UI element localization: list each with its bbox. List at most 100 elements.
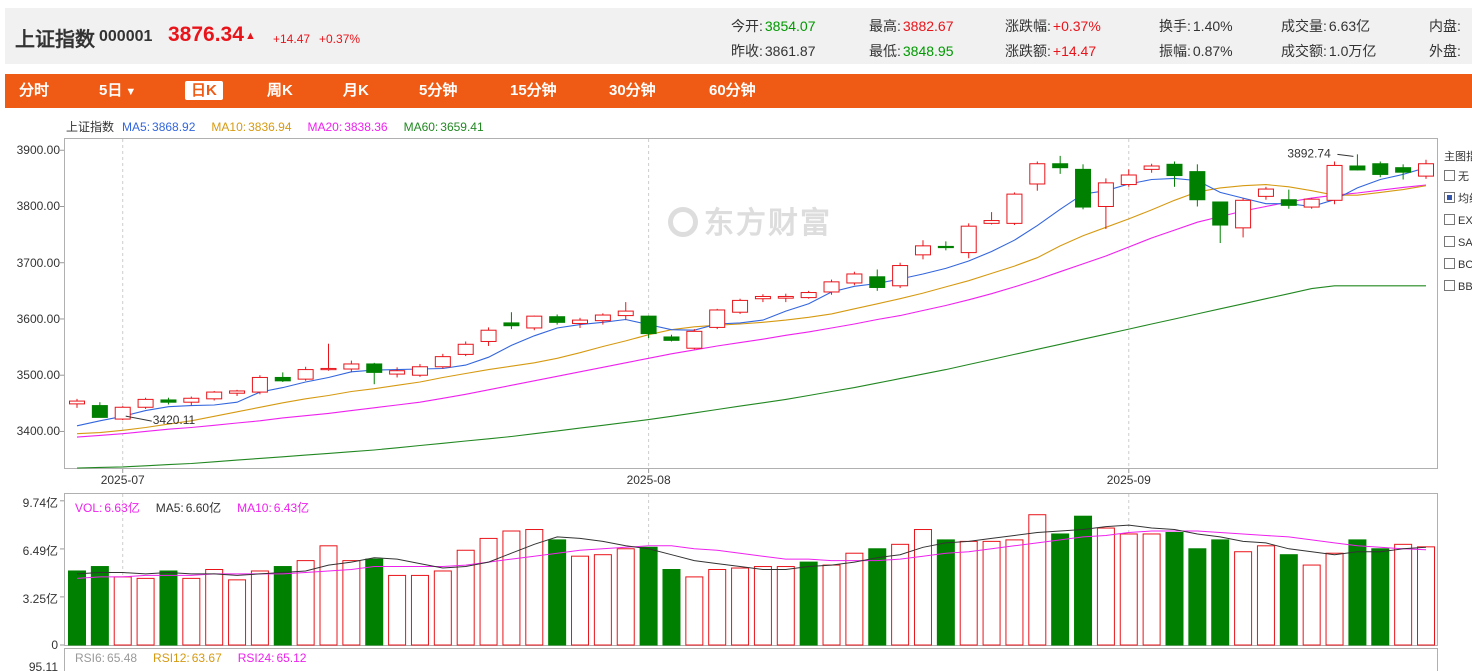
- volume-bar: [1234, 551, 1253, 646]
- candle-body: [1303, 198, 1320, 208]
- indicator-option-label: 均线: [1458, 193, 1472, 205]
- candle-body: [1257, 188, 1274, 197]
- extreme-value-label: 3892.74: [1287, 146, 1331, 160]
- candle-body: [114, 406, 131, 420]
- candle-body: [1395, 167, 1412, 173]
- y-tick-label: 3900.00: [16, 143, 60, 158]
- watermark: 东方财富: [668, 198, 832, 242]
- indicator-option[interactable]: SAR: [1444, 232, 1472, 254]
- candle-body: [1235, 199, 1252, 229]
- stat-value: +14.47: [1052, 43, 1097, 59]
- volume-bar: [1325, 552, 1344, 646]
- stat-item: 涨跌额: +14.47: [1005, 41, 1096, 61]
- indicator-option[interactable]: EXPMA: [1444, 210, 1472, 232]
- stat-value: 3861.87: [764, 43, 816, 59]
- caret-down-icon: ▼: [125, 86, 137, 98]
- checkbox-icon[interactable]: [1444, 236, 1455, 247]
- candle-body: [457, 343, 474, 355]
- tab-period[interactable]: 60分钟: [709, 74, 756, 108]
- volume-bar: [708, 569, 727, 646]
- stock-price: 3876.34: [168, 23, 244, 46]
- stat-label: 涨跌幅:: [1005, 18, 1051, 34]
- tab-label: 5分钟: [419, 82, 458, 99]
- volume-bar: [1256, 545, 1275, 646]
- tab-label: 分时: [19, 82, 50, 99]
- tab-period[interactable]: 5分钟: [419, 74, 457, 108]
- volume-bar: [456, 549, 475, 646]
- candle-body: [960, 225, 977, 254]
- volume-bar: [113, 576, 132, 646]
- indicator-side-menu: 主图指无均线 EXPMA SAR BOLL BBI: [1444, 148, 1472, 298]
- volume-bar: [1074, 515, 1093, 646]
- candle-body: [526, 315, 543, 329]
- logo-icon: [668, 207, 698, 237]
- tab-period[interactable]: 日K: [185, 74, 223, 108]
- legend-value: 6.63亿: [104, 501, 140, 515]
- tab-period[interactable]: 分时: [19, 74, 49, 108]
- tab-label: 30分钟: [609, 82, 656, 99]
- volume-bar: [936, 539, 955, 646]
- tab-label: 日K: [185, 81, 223, 100]
- indicator-option[interactable]: BBI: [1444, 276, 1472, 298]
- tab-label: 周K: [267, 82, 293, 99]
- legend-label: MA5:: [122, 120, 151, 134]
- volume-bar: [731, 567, 750, 646]
- checkbox-icon[interactable]: [1444, 170, 1455, 181]
- volume-bar: [136, 577, 155, 646]
- volume-bar: [479, 537, 498, 646]
- candle-body: [1326, 164, 1343, 201]
- stat-value: 6.63亿: [1328, 18, 1371, 34]
- volume-bar: [868, 548, 887, 646]
- legend-entry: RSI6: 65.48: [75, 651, 145, 665]
- stat-value: 3854.07: [764, 18, 816, 34]
- candle-body: [1120, 174, 1137, 186]
- stat-value: 0.87%: [1192, 43, 1233, 59]
- indicator-option[interactable]: 无: [1444, 166, 1472, 188]
- volume-bar: [776, 566, 795, 646]
- candle-body: [411, 366, 428, 376]
- volume-bar: [502, 530, 521, 646]
- volume-bar: [1279, 554, 1298, 646]
- candle-body: [229, 390, 246, 394]
- checkbox-icon[interactable]: [1444, 214, 1455, 225]
- volume-bar: [1005, 539, 1024, 646]
- volume-bar: [1142, 533, 1161, 646]
- candle-body: [914, 245, 931, 256]
- candle-body: [480, 329, 497, 342]
- tab-period[interactable]: 15分钟: [510, 74, 557, 108]
- legend-entry: RSI24: 65.12: [238, 651, 315, 665]
- annotation-arrow: [125, 415, 152, 422]
- legend-value: 6.43亿: [273, 501, 310, 515]
- indicator-option-label: BOLL: [1458, 259, 1472, 271]
- volume-bar: [1211, 539, 1230, 646]
- candle-body: [754, 295, 771, 300]
- volume-bar: [959, 540, 978, 646]
- volume-bar: [68, 570, 86, 646]
- checkbox-icon[interactable]: [1444, 258, 1455, 269]
- stock-name: 上证指数: [15, 29, 95, 51]
- legend-value: 3836.94: [248, 120, 292, 134]
- checkbox-icon[interactable]: [1444, 280, 1455, 291]
- tab-period[interactable]: 30分钟: [609, 74, 656, 108]
- volume-bar: [250, 570, 269, 646]
- volume-bar: [1371, 548, 1390, 646]
- candle-body: [69, 400, 85, 405]
- tab-period[interactable]: 周K: [267, 74, 293, 108]
- indicator-option[interactable]: BOLL: [1444, 254, 1472, 276]
- legend-value: 3838.36: [344, 120, 388, 134]
- volume-bar: [205, 569, 224, 646]
- tab-period[interactable]: 5日 ▼: [99, 74, 136, 108]
- volume-bar: [273, 566, 292, 646]
- checkbox-icon[interactable]: [1444, 192, 1455, 203]
- stat-item: 涨跌幅: +0.37%: [1005, 16, 1101, 36]
- volume-bar: [319, 545, 338, 646]
- stat-item: 昨收: 3861.87: [731, 41, 816, 61]
- tab-period[interactable]: 月K: [343, 74, 369, 108]
- volume-bar: [228, 579, 247, 646]
- tab-label: 月K: [343, 82, 369, 99]
- extreme-value-label: 3420.11: [153, 413, 196, 427]
- stat-item: 内盘:: [1429, 16, 1463, 36]
- rsi-legend: RSI6: 65.48 RSI12: 63.67 RSI24: 65.12: [75, 651, 322, 665]
- indicator-option[interactable]: 均线: [1444, 188, 1472, 210]
- stat-label: 内盘:: [1429, 18, 1461, 34]
